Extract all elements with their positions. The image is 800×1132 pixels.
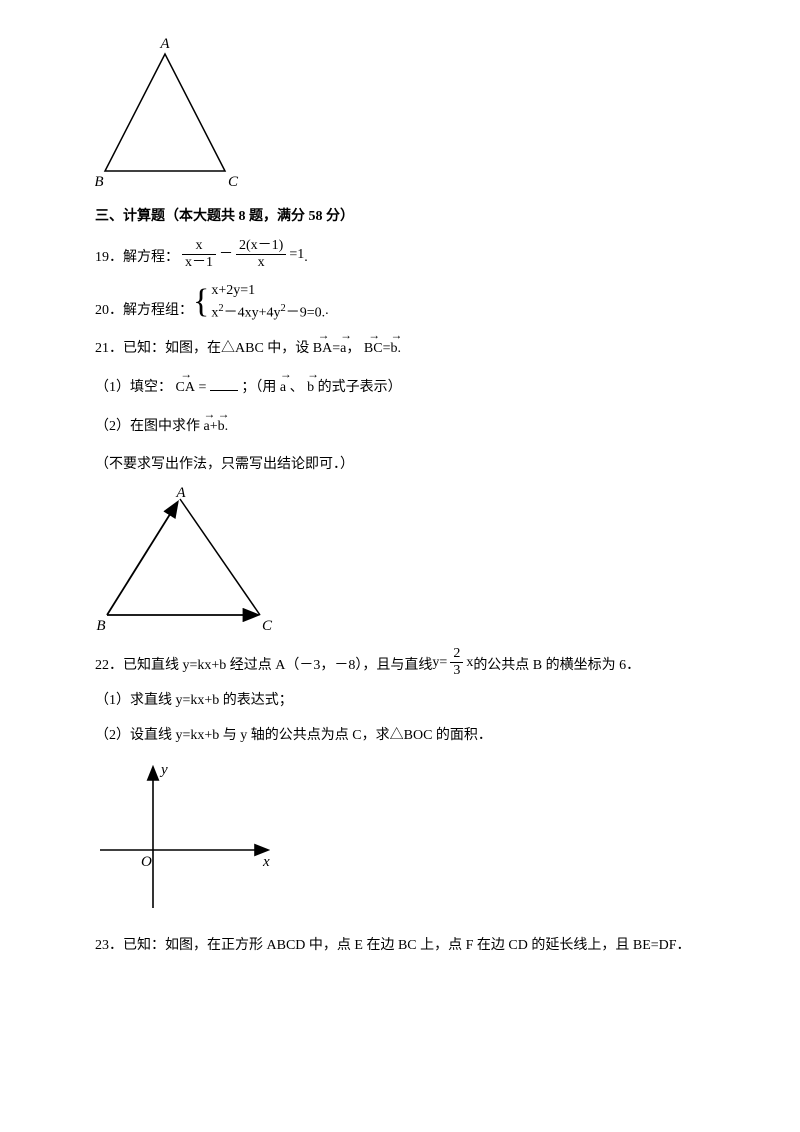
q21-p1-pre: （1）填空：: [95, 380, 172, 395]
q19-minus: －: [219, 242, 233, 267]
vertex-a-label: A: [159, 36, 170, 52]
question-20: 20．解方程组： { x+2y=1 x2－4xy+4y2－9=0. .: [95, 280, 705, 324]
q22-line1-pre: 22．已知直线 y=kx+b 经过点 A（－3，－8），且与直线: [95, 653, 432, 678]
vector-a: a: [340, 334, 346, 363]
y-axis-label: y: [159, 762, 168, 778]
vector-a-3: a: [204, 412, 210, 441]
q19-frac2-num: 2(x－1): [236, 239, 286, 254]
q22-x: x: [466, 650, 473, 675]
q21-period: .: [397, 341, 401, 356]
q21-p1-post: ；（用: [241, 380, 276, 395]
section-3-heading: 三、计算题（本大题共 8 题，满分 58 分）: [95, 205, 705, 225]
q20-row2-mid: －4xy+4y: [224, 306, 281, 321]
page-root: A B C 三、计算题（本大题共 8 题，满分 58 分） 19．解方程： x …: [0, 0, 800, 999]
question-21-part2: （2）在图中求作 a+b.: [95, 412, 705, 441]
vertex-a-label-2: A: [175, 487, 186, 501]
q21-comma: ，: [346, 341, 360, 356]
q22-frac-den: 3: [450, 662, 463, 678]
triangle-diagram-1: A B C: [95, 36, 245, 191]
q21-plus: +: [210, 419, 218, 434]
vertex-c-label-2: C: [262, 618, 273, 634]
fill-blank: [210, 377, 238, 391]
q20-prefix: 20．解方程组：: [95, 298, 193, 323]
vector-ca: CA: [176, 373, 195, 402]
vertex-b-label-2: B: [96, 618, 105, 634]
question-23: 23．已知：如图，在正方形 ABCD 中，点 E 在边 BC 上，点 F 在边 …: [95, 933, 705, 958]
q21-p2-post: .: [225, 419, 229, 434]
q21-eq2: =: [383, 341, 391, 356]
q21-p1-eq: =: [198, 380, 209, 395]
q19-frac1: x x－1: [182, 239, 216, 270]
q21-p1-and: 、: [290, 380, 304, 395]
q19-frac2: 2(x－1) x: [236, 239, 286, 270]
q19-frac1-den: x－1: [182, 254, 216, 270]
q21-line1-pre: 21．已知：如图，在△ABC 中，设: [95, 341, 309, 356]
q22-frac-num: 2: [450, 647, 463, 662]
q22-frac: 2 3: [450, 647, 463, 678]
vector-b-3: b: [218, 412, 225, 441]
vertex-b-label: B: [95, 174, 104, 190]
brace-icon: {: [193, 285, 209, 319]
vector-a-2: a: [280, 373, 286, 402]
x-axis-label: x: [262, 854, 270, 870]
q20-system: { x+2y=1 x2－4xy+4y2－9=0.: [193, 280, 325, 324]
q21-p2-pre: （2）在图中求作: [95, 419, 200, 434]
question-21-note: （不要求写出作法，只需写出结论即可．）: [95, 452, 705, 477]
q20-row1: x+2y=1: [211, 280, 325, 301]
vector-b-2: b: [307, 373, 314, 402]
triangle-diagram-2: A B C: [95, 487, 280, 637]
q19-eq: =1: [289, 242, 304, 267]
q19-prefix: 19．解方程：: [95, 245, 179, 270]
origin-label: O: [141, 854, 152, 870]
q19-frac2-den: x: [236, 254, 286, 270]
vertex-c-label: C: [228, 174, 239, 190]
question-22-line1: 22．已知直线 y=kx+b 经过点 A（－3，－8），且与直线 y= 2 3 …: [95, 647, 705, 678]
q20-row2: x2－4xy+4y2－9=0.: [211, 301, 325, 324]
vector-b: b: [390, 334, 397, 363]
vector-ba: BA: [313, 334, 332, 363]
axes-diagram: y x O: [95, 758, 285, 923]
q21-eq1: =: [332, 341, 340, 356]
q22-yeq: y=: [432, 650, 447, 675]
q19-suffix: .: [304, 245, 308, 270]
q20-suffix: .: [325, 298, 329, 323]
question-19: 19．解方程： x x－1 － 2(x－1) x =1 .: [95, 239, 705, 270]
q21-p1-tail: 的式子表示）: [318, 380, 402, 395]
question-21-part1: （1）填空： CA = ；（用 a 、 b 的式子表示）: [95, 373, 705, 402]
question-22-part1: （1）求直线 y=kx+b 的表达式；: [95, 688, 705, 713]
q20-row2-post: －9=0.: [286, 306, 325, 321]
question-21-line1: 21．已知：如图，在△ABC 中，设 BA=a， BC=b.: [95, 334, 705, 363]
q22-line1-post: 的公共点 B 的横坐标为 6．: [473, 653, 640, 678]
vector-bc: BC: [364, 334, 383, 363]
question-22-part2: （2）设直线 y=kx+b 与 y 轴的公共点为点 C，求△BOC 的面积．: [95, 723, 705, 748]
q19-frac1-num: x: [182, 239, 216, 254]
